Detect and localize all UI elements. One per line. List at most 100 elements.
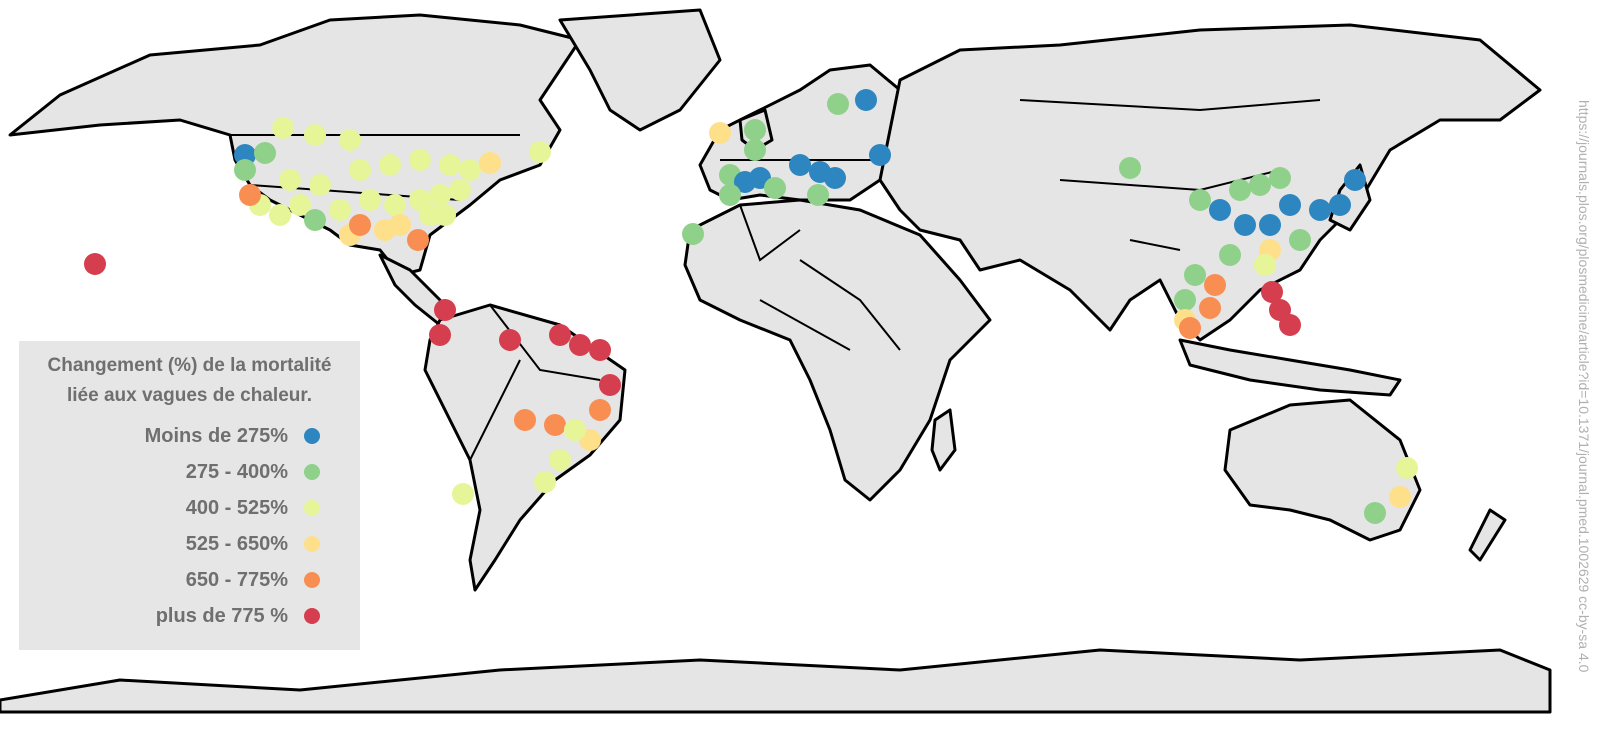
- city-markers: [84, 89, 1418, 524]
- legend-item-1: Moins de 275%: [145, 418, 320, 454]
- madagascar: [930, 408, 957, 472]
- city-marker: [349, 159, 371, 181]
- city-marker: [269, 204, 291, 226]
- legend-dot-6: [304, 608, 320, 624]
- city-marker: [529, 141, 551, 163]
- legend-label-3: 400 - 525%: [185, 496, 288, 519]
- city-marker: [1289, 229, 1311, 251]
- legend-item-4: 525 - 650%: [186, 526, 320, 562]
- legend-dot-3: [304, 500, 320, 516]
- new-zealand: [1468, 508, 1507, 562]
- city-marker: [1229, 179, 1251, 201]
- city-marker: [289, 194, 311, 216]
- city-marker: [719, 184, 741, 206]
- city-marker: [254, 142, 276, 164]
- legend-label-4: 525 - 650%: [185, 532, 288, 555]
- city-marker: [869, 144, 891, 166]
- city-marker: [1219, 244, 1241, 266]
- city-marker: [1269, 167, 1291, 189]
- city-marker: [339, 129, 361, 151]
- city-marker: [407, 229, 429, 251]
- city-marker: [1254, 254, 1276, 276]
- legend-item-6: plus de 775 %: [156, 598, 320, 634]
- city-marker: [549, 324, 571, 346]
- city-marker: [449, 179, 471, 201]
- city-marker: [589, 399, 611, 421]
- city-marker: [1364, 502, 1386, 524]
- city-marker: [452, 483, 474, 505]
- city-marker: [1204, 274, 1226, 296]
- legend-title: Changement (%) de la mortalité liée aux …: [19, 351, 360, 411]
- city-marker: [1329, 194, 1351, 216]
- city-marker: [1119, 157, 1141, 179]
- legend-label-5: 650 - 775%: [185, 568, 288, 591]
- city-marker: [744, 139, 766, 161]
- city-marker: [1344, 169, 1366, 191]
- city-marker: [349, 214, 371, 236]
- city-marker: [544, 414, 566, 436]
- city-marker: [1174, 289, 1196, 311]
- city-marker: [564, 419, 586, 441]
- city-marker: [744, 119, 766, 141]
- legend-dot-2: [304, 464, 320, 480]
- city-marker: [534, 471, 556, 493]
- city-marker: [1396, 457, 1418, 479]
- city-marker: [789, 154, 811, 176]
- legend-dot-1: [304, 428, 320, 444]
- city-marker: [434, 204, 456, 226]
- antarctica: [0, 648, 1552, 714]
- city-marker: [384, 194, 406, 216]
- greenland: [558, 8, 722, 132]
- legend: Changement (%) de la mortalité liée aux …: [19, 341, 360, 650]
- city-marker: [429, 184, 451, 206]
- city-marker: [84, 253, 106, 275]
- city-marker: [1189, 189, 1211, 211]
- city-marker: [855, 89, 877, 111]
- city-marker: [1249, 174, 1271, 196]
- city-marker: [1199, 297, 1221, 319]
- city-marker: [389, 214, 411, 236]
- city-marker: [479, 152, 501, 174]
- city-marker: [379, 154, 401, 176]
- africa: [683, 198, 992, 502]
- city-marker: [599, 374, 621, 396]
- city-marker: [309, 174, 331, 196]
- legend-label-6: plus de 775 %: [155, 604, 288, 627]
- city-marker: [359, 189, 381, 211]
- city-marker: [304, 209, 326, 231]
- city-marker: [1389, 486, 1411, 508]
- city-marker: [827, 93, 849, 115]
- city-marker: [279, 169, 301, 191]
- legend-dot-5: [304, 572, 320, 588]
- city-marker: [514, 409, 536, 431]
- city-marker: [304, 124, 326, 146]
- legend-item-2: 275 - 400%: [186, 454, 320, 490]
- city-marker: [682, 223, 704, 245]
- city-marker: [589, 339, 611, 361]
- city-marker: [329, 199, 351, 221]
- city-marker: [1261, 281, 1283, 303]
- city-marker: [1279, 194, 1301, 216]
- legend-item-5: 650 - 775%: [186, 562, 320, 598]
- city-marker: [459, 159, 481, 181]
- city-marker: [439, 154, 461, 176]
- asia: [878, 23, 1542, 342]
- city-marker: [272, 117, 294, 139]
- city-marker: [1309, 199, 1331, 221]
- city-marker: [409, 149, 431, 171]
- city-marker: [709, 122, 731, 144]
- city-marker: [1179, 317, 1201, 339]
- city-marker: [1279, 314, 1301, 336]
- legend-label-1: Moins de 275%: [144, 424, 288, 447]
- legend-title-line1: Changement (%) de la mortalité: [47, 355, 332, 376]
- city-marker: [1209, 199, 1231, 221]
- north-america: [8, 13, 582, 277]
- city-marker: [1234, 214, 1256, 236]
- city-marker: [1184, 264, 1206, 286]
- legend-title-line2: liée aux vagues de chaleur.: [66, 385, 312, 406]
- city-marker: [549, 449, 571, 471]
- city-marker: [807, 184, 829, 206]
- city-marker: [499, 329, 521, 351]
- city-marker: [429, 324, 451, 346]
